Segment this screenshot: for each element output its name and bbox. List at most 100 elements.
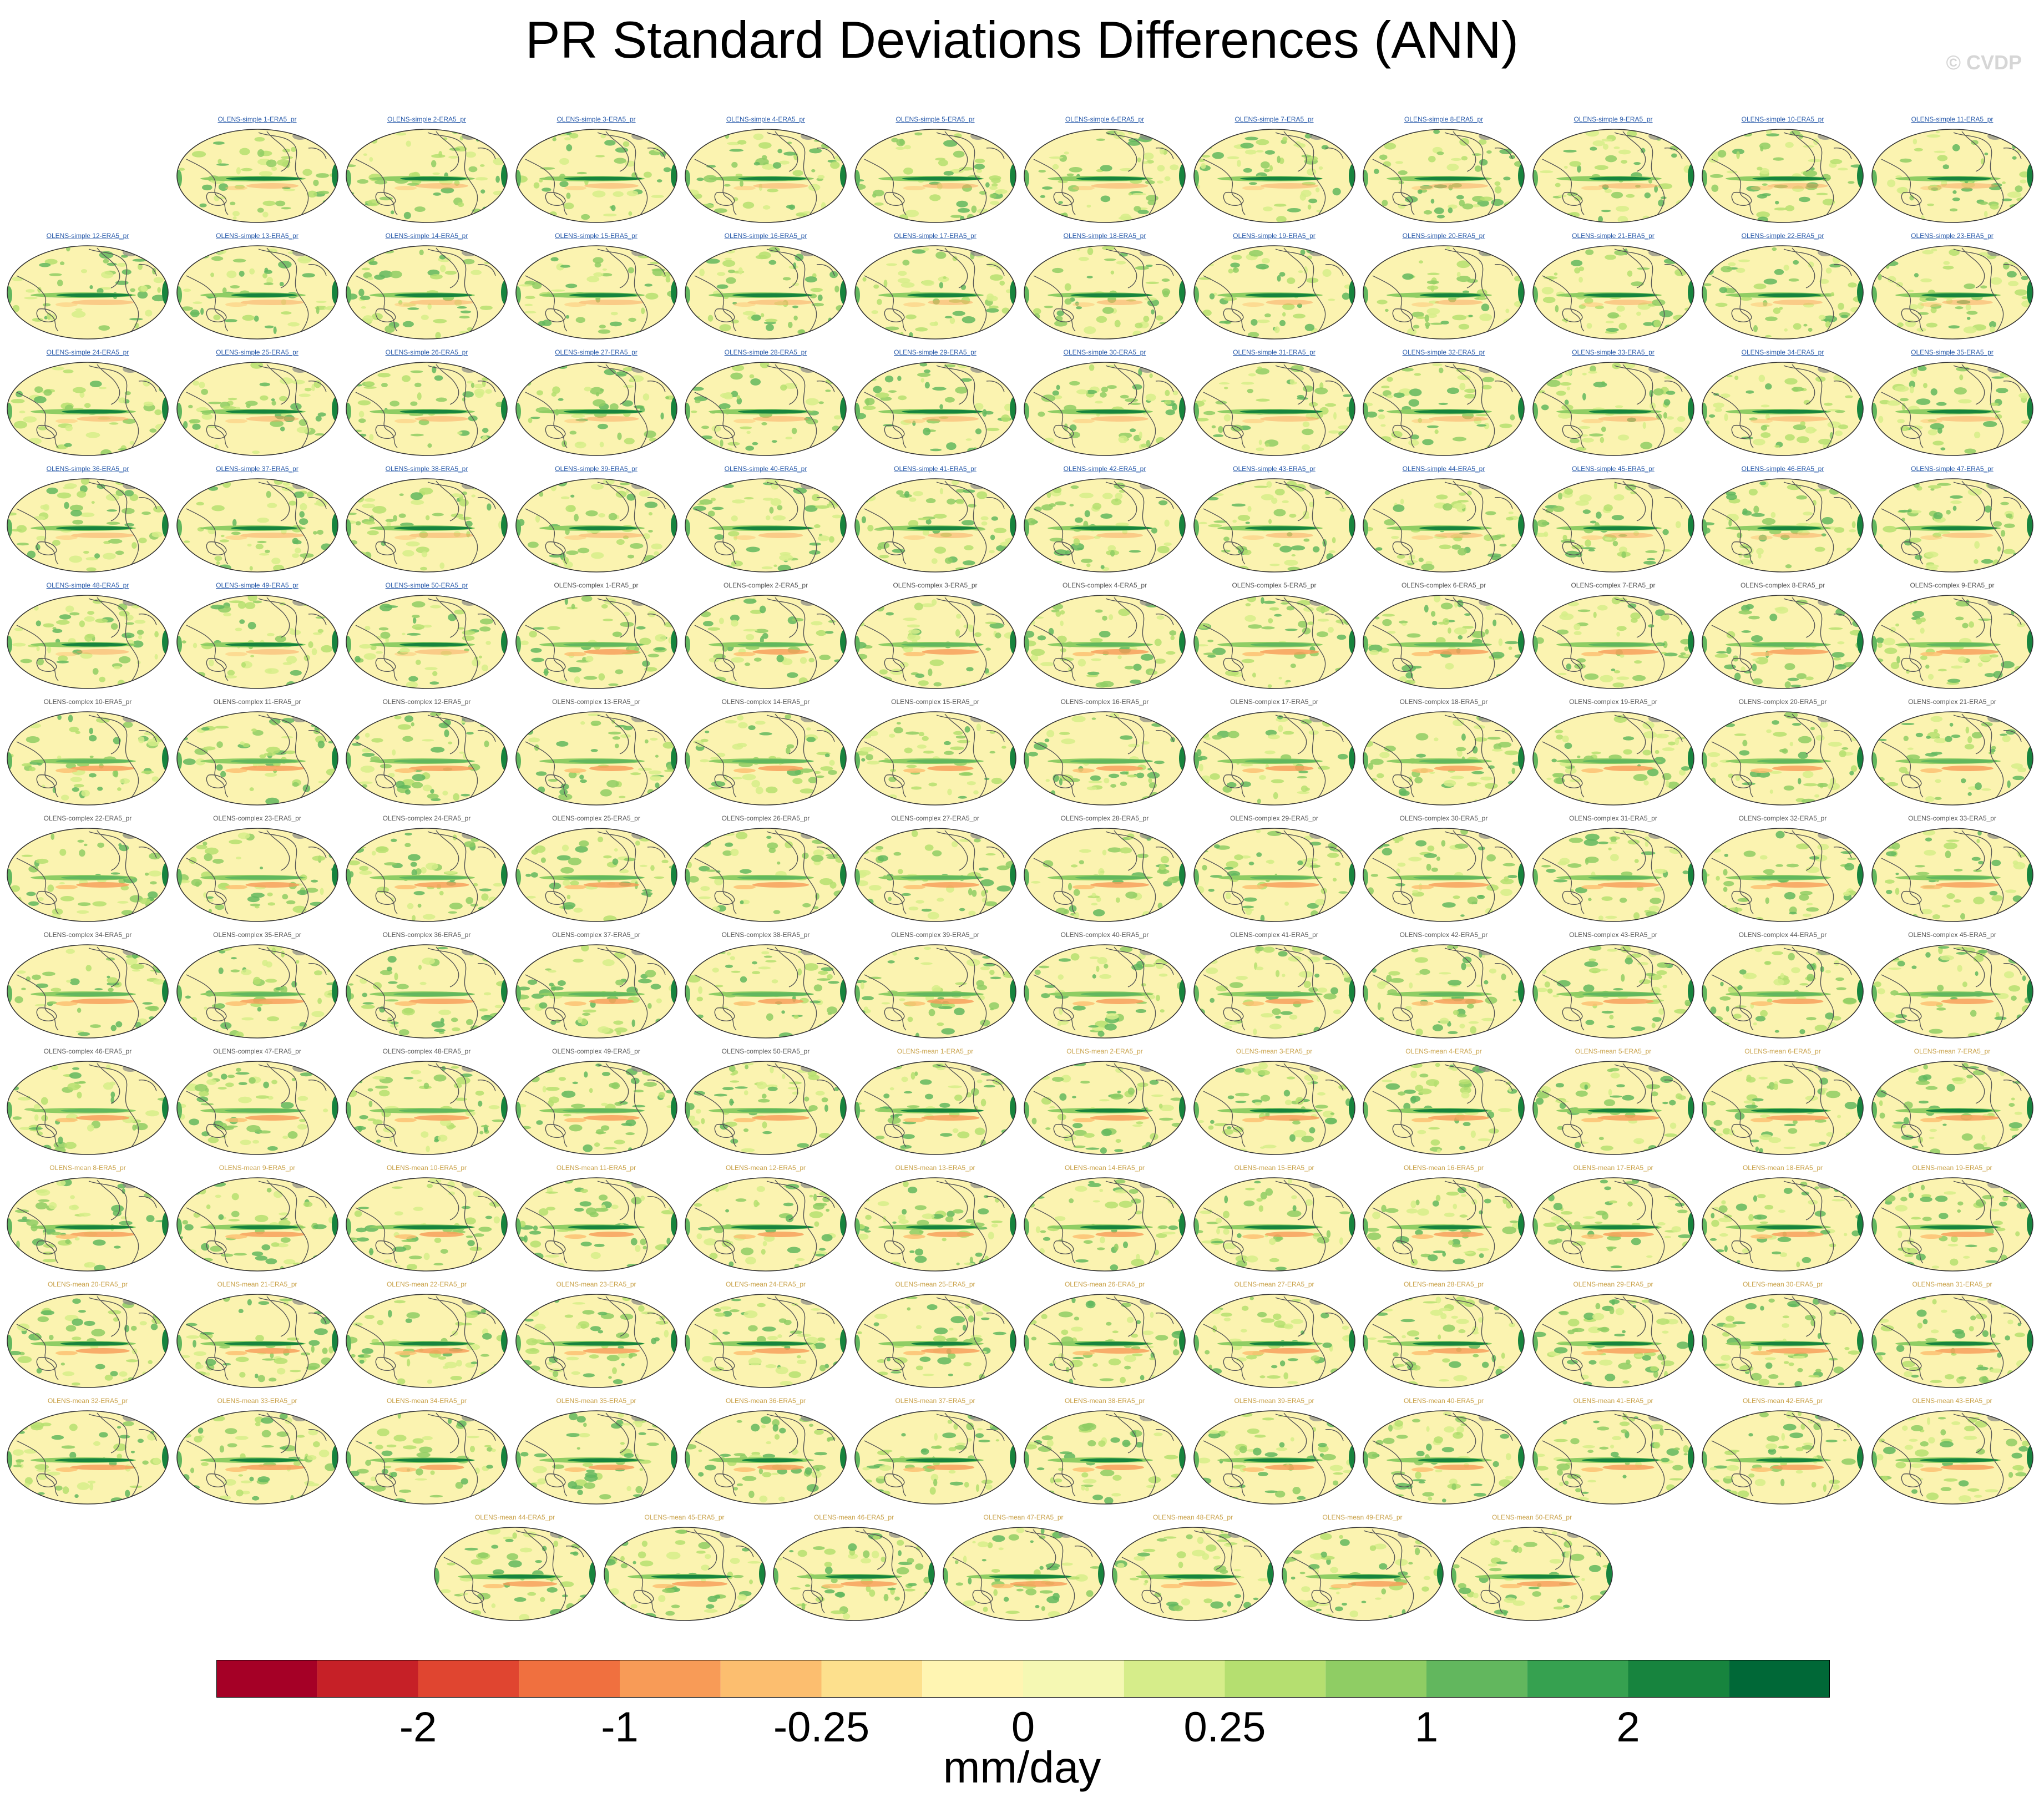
- precip-speckle: [1296, 600, 1311, 606]
- precip-speckle: [705, 731, 710, 733]
- precip-speckle: [1363, 326, 1373, 331]
- precip-speckle: [183, 758, 196, 765]
- precip-speckle: [528, 134, 540, 140]
- precip-speckle: [954, 386, 968, 394]
- precip-speckle: [1914, 273, 1919, 278]
- map-panel: OLENS-simple 14-ERA5_pr: [345, 230, 509, 344]
- precip-speckle: [1607, 312, 1619, 319]
- negative-anomaly: [55, 419, 78, 423]
- precip-speckle: [953, 731, 963, 736]
- precip-speckle: [591, 190, 605, 197]
- precip-speckle: [418, 419, 429, 426]
- precip-speckle: [1007, 779, 1016, 786]
- negative-anomaly: [1920, 186, 1942, 190]
- precip-speckle: [138, 538, 147, 544]
- precip-speckle: [1920, 278, 1932, 282]
- precip-speckle: [1151, 309, 1155, 315]
- coastline: [1664, 380, 1683, 393]
- precip-speckle: [40, 504, 48, 510]
- precip-speckle: [1896, 656, 1900, 664]
- precip-speckle: [432, 172, 440, 175]
- precip-speckle: [1100, 392, 1107, 398]
- precip-speckle: [1990, 277, 2002, 285]
- precip-speckle: [1203, 652, 1216, 656]
- precip-speckle: [928, 782, 937, 787]
- precip-speckle: [1785, 141, 1794, 148]
- precip-speckle: [989, 450, 999, 454]
- precip-speckle: [220, 534, 225, 538]
- precip-speckle: [1327, 627, 1334, 633]
- itcz-core: [732, 293, 812, 297]
- precip-speckle: [2002, 262, 2010, 270]
- map-border: [1871, 129, 2033, 223]
- precip-speckle: [1410, 434, 1419, 440]
- map-panel: OLENS-complex 3-ERA5_pr: [853, 580, 1018, 693]
- precip-speckle: [1267, 618, 1273, 624]
- precip-speckle: [75, 731, 80, 734]
- precip-speckle: [814, 524, 821, 528]
- edge-maximum: [1363, 286, 1368, 304]
- precip-speckle: [52, 629, 63, 634]
- precip-speckle: [1418, 418, 1423, 423]
- coastline: [1283, 597, 1307, 638]
- panel-label: OLENS-simple 20-ERA5_pr: [1402, 232, 1485, 240]
- negative-anomaly: [1772, 533, 1823, 538]
- precip-speckle: [20, 659, 32, 664]
- precip-speckle: [524, 303, 533, 307]
- precip-speckle: [1133, 664, 1142, 671]
- precip-speckle: [808, 184, 821, 191]
- precip-speckle: [372, 506, 387, 514]
- precip-speckle: [1812, 428, 1817, 432]
- precip-speckle: [79, 391, 85, 398]
- precip-speckle: [1044, 305, 1054, 308]
- map-panel: OLENS-simple 27-ERA5_pr: [514, 347, 679, 460]
- precip-speckle: [1092, 503, 1102, 510]
- precip-speckle: [1056, 635, 1067, 643]
- precip-speckle: [1231, 503, 1246, 507]
- coastline: [1275, 132, 1325, 222]
- precip-speckle: [730, 614, 740, 622]
- precip-speckle: [1792, 723, 1802, 726]
- coastline: [1114, 131, 1137, 172]
- coastline: [1203, 275, 1246, 332]
- precip-speckle: [1156, 615, 1165, 620]
- precip-speckle: [1886, 400, 1901, 406]
- precip-speckle: [91, 501, 95, 504]
- coastline: [258, 598, 308, 688]
- precip-speckle: [750, 378, 761, 386]
- precip-speckle: [615, 669, 623, 675]
- precip-speckle: [1455, 747, 1466, 752]
- precip-speckle: [213, 141, 225, 145]
- precip-speckle: [194, 748, 208, 755]
- precip-speckle: [1676, 200, 1683, 207]
- panel-label: OLENS-complex 7-ERA5_pr: [1571, 581, 1656, 589]
- precip-speckle: [1474, 417, 1482, 424]
- precip-speckle: [773, 564, 777, 568]
- precip-speckle: [1255, 368, 1269, 375]
- precip-speckle: [1551, 369, 1560, 374]
- precip-speckle: [877, 676, 892, 683]
- panel-label: OLENS-simple 30-ERA5_pr: [1063, 348, 1146, 356]
- precip-speckle: [581, 595, 593, 602]
- precip-speckle: [1120, 735, 1133, 740]
- precip-speckle: [129, 334, 135, 338]
- global-precip-map: [7, 478, 169, 573]
- coastline: [944, 713, 968, 754]
- coastline: [1961, 480, 1985, 521]
- precip-speckle: [1244, 149, 1257, 155]
- precip-speckle: [224, 675, 237, 679]
- precip-speckle: [690, 367, 702, 369]
- precip-speckle: [425, 515, 430, 520]
- precip-speckle: [1379, 752, 1390, 758]
- precip-speckle: [784, 383, 798, 389]
- precip-speckle: [28, 767, 36, 772]
- panel-label: OLENS-complex 3-ERA5_pr: [893, 581, 978, 589]
- precip-speckle: [1851, 371, 1859, 375]
- coastline: [477, 730, 496, 742]
- precip-speckle: [1143, 153, 1154, 160]
- precip-speckle: [71, 311, 86, 318]
- precip-speckle: [245, 401, 258, 406]
- itcz-core: [1751, 642, 1828, 647]
- precip-speckle: [1835, 410, 1845, 413]
- precip-speckle: [379, 196, 393, 201]
